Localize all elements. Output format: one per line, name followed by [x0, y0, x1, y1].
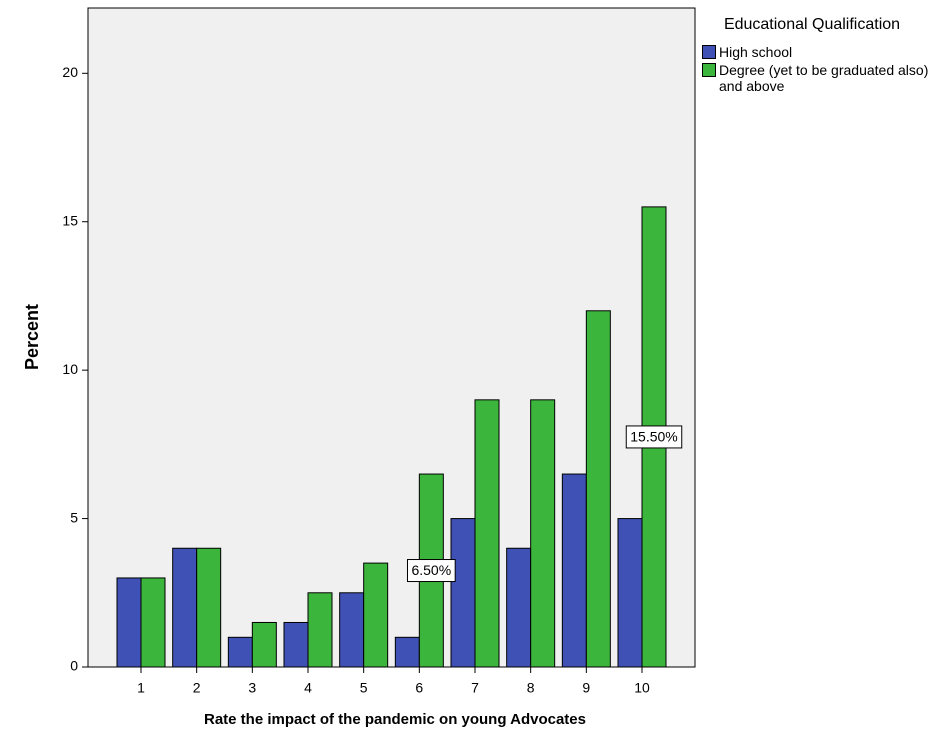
legend-title: Educational Qualification [723, 16, 901, 33]
legend-items: High school Degree (yet to be graduated a… [702, 44, 934, 94]
bar [283, 621, 309, 668]
legend-swatch [702, 45, 716, 59]
legend: Educational Qualification High school Deg… [702, 16, 934, 96]
bar [530, 399, 556, 668]
legend-swatch [702, 63, 716, 77]
x-tick-label: 1 [137, 680, 145, 696]
bar [172, 547, 198, 668]
bar [251, 621, 277, 668]
y-axis-title: Percent [22, 304, 42, 370]
bar [585, 310, 611, 668]
y-tick-label: 5 [70, 509, 78, 525]
x-tick-label: 7 [471, 680, 479, 696]
bar [307, 592, 333, 668]
x-tick-label: 6 [415, 680, 423, 696]
bar [506, 547, 532, 668]
y-tick-label: 10 [62, 361, 78, 377]
legend-label: High school [719, 44, 793, 60]
bar [394, 636, 420, 668]
x-tick-label: 10 [634, 680, 650, 696]
legend-label: Degree (yet to be graduated also) and ab… [719, 62, 929, 94]
x-tick-label: 3 [248, 680, 256, 696]
legend-item: Degree (yet to be graduated also) and ab… [702, 62, 934, 94]
x-tick-label: 8 [527, 680, 535, 696]
bar [196, 547, 222, 668]
legend-item: High school [702, 44, 934, 60]
bar [474, 399, 500, 668]
data-label: 6.50% [411, 562, 451, 578]
bar [140, 577, 166, 668]
bar [617, 518, 643, 668]
x-tick-label: 5 [360, 680, 368, 696]
x-axis-title: Rate the impact of the pandemic on young… [204, 711, 586, 728]
y-tick-label: 20 [62, 64, 78, 80]
bar [450, 518, 476, 668]
bar [363, 562, 389, 668]
x-tick-label: 2 [193, 680, 201, 696]
y-tick-label: 15 [62, 212, 78, 228]
x-tick-label: 9 [582, 680, 590, 696]
data-label-box [406, 559, 456, 583]
bar [339, 592, 365, 668]
bar [561, 473, 587, 668]
bar [116, 577, 142, 668]
y-tick-label: 0 [70, 658, 78, 674]
x-tick-label: 4 [304, 680, 312, 696]
data-label: 15.50% [630, 429, 677, 445]
bar [227, 636, 253, 668]
data-label-box [625, 425, 683, 449]
